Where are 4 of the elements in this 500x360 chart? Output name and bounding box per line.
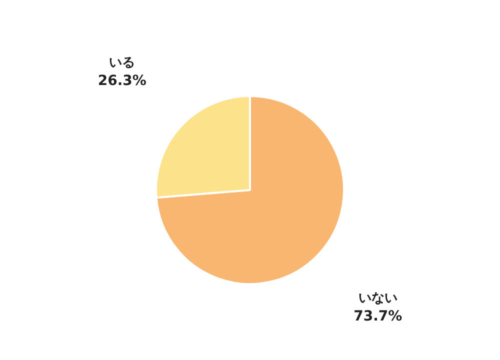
data-label: 73.7% <box>354 308 402 324</box>
slice-label: いる <box>109 56 136 71</box>
data-label: 26.3% <box>98 72 146 89</box>
slice-label: いない <box>358 291 398 306</box>
